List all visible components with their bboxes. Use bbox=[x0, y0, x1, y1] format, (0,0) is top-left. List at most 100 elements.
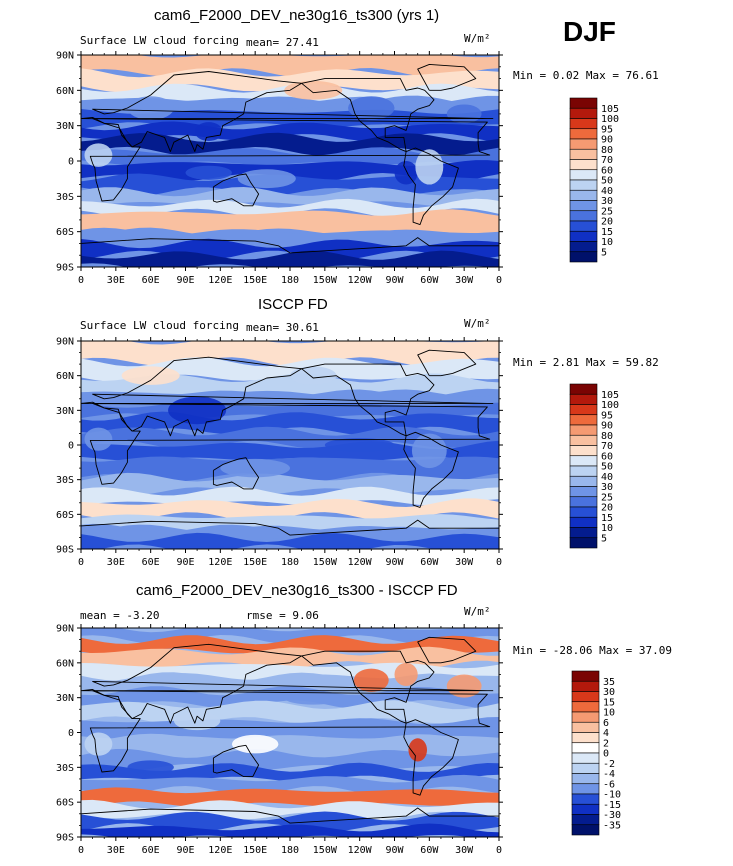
lat-label: 30S bbox=[56, 475, 74, 486]
lon-label: 180 bbox=[281, 557, 299, 568]
colorbar-label: 35 bbox=[603, 677, 615, 688]
field-feature bbox=[237, 169, 296, 189]
colorbar-swatch bbox=[569, 383, 598, 395]
coastline bbox=[301, 78, 435, 153]
lon-label: 90E bbox=[176, 557, 194, 568]
field-feature bbox=[411, 433, 447, 469]
coastline bbox=[81, 237, 499, 267]
coastline bbox=[403, 147, 459, 226]
field-band bbox=[81, 132, 499, 157]
coastline bbox=[92, 643, 494, 724]
field-band bbox=[81, 472, 499, 496]
colorbar-swatch bbox=[569, 251, 598, 263]
field-feature bbox=[446, 674, 482, 698]
panel1-minmax: Min = 0.02 Max = 76.61 bbox=[513, 69, 659, 82]
colorbar-swatch bbox=[569, 414, 598, 426]
panel2-variable-label: Surface LW cloud forcing bbox=[80, 319, 239, 332]
lat-label: 90S bbox=[56, 545, 74, 556]
lat-label: 90S bbox=[56, 833, 74, 844]
colorbar-swatch bbox=[569, 118, 598, 130]
colorbar-swatch bbox=[571, 691, 600, 703]
field-band bbox=[81, 250, 499, 267]
colorbar-label: -15 bbox=[603, 800, 621, 811]
coastline bbox=[403, 719, 459, 796]
colorbar-label: 10 bbox=[603, 708, 615, 719]
lat-label: 60N bbox=[56, 658, 74, 669]
colorbar-swatch bbox=[571, 773, 600, 785]
colorbar-swatch bbox=[571, 824, 600, 836]
field-band bbox=[81, 209, 499, 237]
lon-label: 0 bbox=[496, 845, 502, 856]
colorbar-label: -10 bbox=[603, 790, 621, 801]
coastline bbox=[301, 650, 435, 724]
colorbar-swatch bbox=[571, 670, 600, 682]
lon-label: 90E bbox=[176, 845, 194, 856]
coastline bbox=[92, 71, 494, 153]
lon-label: 30W bbox=[455, 275, 474, 286]
field-feature bbox=[185, 165, 232, 180]
field-band bbox=[81, 147, 499, 166]
coastline bbox=[417, 636, 477, 664]
lon-label: 60E bbox=[142, 275, 160, 286]
lat-label: 90N bbox=[56, 51, 74, 62]
colorbar-swatch bbox=[569, 537, 598, 549]
colorbar-swatch bbox=[569, 107, 598, 119]
colorbar-label: 30 bbox=[601, 482, 613, 493]
field-feature bbox=[220, 458, 290, 478]
lon-label: 120E bbox=[208, 845, 232, 856]
coastline bbox=[417, 349, 477, 377]
field-feature bbox=[408, 738, 428, 762]
lon-label: 0 bbox=[496, 275, 502, 286]
colorbar-label: 25 bbox=[601, 492, 613, 503]
colorbar-swatch bbox=[569, 189, 598, 201]
colorbar-label: 70 bbox=[601, 155, 613, 166]
field-band bbox=[81, 498, 499, 522]
colorbar-label: 90 bbox=[601, 421, 613, 432]
colorbar-label: -2 bbox=[603, 759, 615, 770]
lat-label: 90N bbox=[56, 624, 74, 635]
colorbar-swatch bbox=[569, 393, 598, 405]
colorbar-label: -35 bbox=[603, 820, 621, 831]
colorbar-label: 10 bbox=[601, 237, 613, 248]
lon-label: 120W bbox=[348, 275, 373, 286]
colorbar-swatch bbox=[571, 680, 600, 692]
field-feature bbox=[121, 366, 180, 385]
lon-label: 120W bbox=[348, 557, 373, 568]
colorbar-label: 20 bbox=[601, 217, 613, 228]
field-feature bbox=[127, 760, 174, 775]
lon-label: 0 bbox=[78, 557, 84, 568]
colorbar-label: 10 bbox=[601, 523, 613, 534]
colorbar-swatch bbox=[571, 742, 600, 754]
field-feature bbox=[84, 732, 113, 756]
colorbar-swatch bbox=[571, 762, 600, 774]
lon-label: 90W bbox=[385, 275, 404, 286]
coastline bbox=[81, 689, 491, 773]
colorbar-label: 80 bbox=[601, 145, 613, 156]
lat-label: 60N bbox=[56, 371, 74, 382]
lon-label: 120E bbox=[208, 275, 232, 286]
lat-label: 60S bbox=[56, 510, 74, 521]
lon-label: 60W bbox=[420, 845, 439, 856]
field-feature bbox=[290, 366, 337, 385]
field-band bbox=[81, 440, 499, 462]
colorbar-swatch bbox=[569, 404, 598, 416]
coastline bbox=[81, 401, 491, 485]
field-feature bbox=[415, 149, 444, 185]
lat-label: 90S bbox=[56, 263, 74, 274]
coastline bbox=[301, 363, 435, 437]
colorbar-label: 95 bbox=[601, 124, 613, 135]
colorbar-swatch bbox=[571, 783, 600, 795]
lon-label: 60W bbox=[420, 557, 439, 568]
lat-label: 60S bbox=[56, 798, 74, 809]
field-feature bbox=[194, 122, 223, 141]
field-feature bbox=[446, 104, 482, 124]
colorbar-label: 60 bbox=[601, 451, 613, 462]
lon-label: 180 bbox=[281, 275, 299, 286]
field-feature bbox=[394, 662, 418, 687]
colorbar-swatch bbox=[569, 445, 598, 457]
colorbar-swatch bbox=[569, 128, 598, 140]
colorbar-swatch bbox=[571, 701, 600, 713]
colorbar-label: 100 bbox=[601, 114, 619, 125]
colorbar-swatch bbox=[569, 148, 598, 160]
lat-label: 0 bbox=[68, 728, 74, 739]
